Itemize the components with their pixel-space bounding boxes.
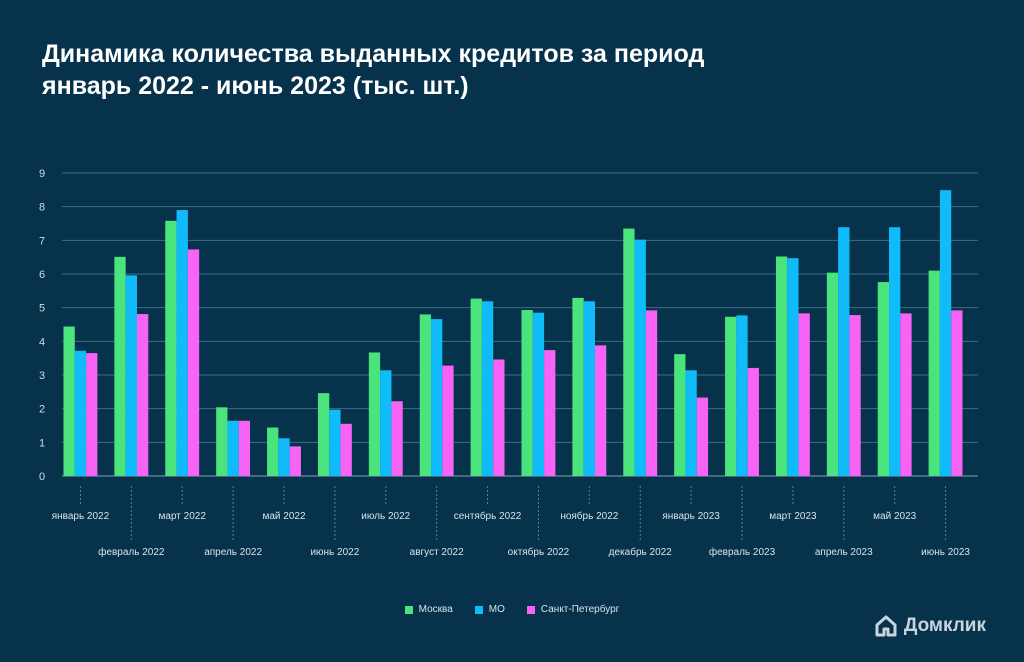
x-tick-label: август 2022 <box>410 547 464 558</box>
bar-moscow <box>775 256 788 476</box>
bar-moscow <box>928 270 940 476</box>
bar-mo <box>634 239 646 476</box>
bar-moscow <box>877 282 890 476</box>
y-tick-label: 1 <box>39 437 45 449</box>
bar-moscow <box>216 407 228 476</box>
bar-mo <box>889 227 901 476</box>
bar-moscow <box>419 314 432 476</box>
legend-label: Москва <box>418 604 453 615</box>
x-tick-label: январь 2022 <box>52 511 110 522</box>
bar-moscow <box>521 310 533 476</box>
x-tick-label: июль 2022 <box>361 511 410 522</box>
legend: Москва МО Санкт-Петербург <box>0 604 1024 615</box>
bar-mo <box>176 210 188 477</box>
bar-mo <box>278 438 290 476</box>
x-tick-label: сентябрь 2022 <box>454 510 522 522</box>
x-tick-label: февраль 2023 <box>709 546 776 558</box>
bar-mo <box>329 409 341 476</box>
y-tick-label: 4 <box>39 336 45 348</box>
bar-spb <box>136 314 149 476</box>
legend-label: МО <box>488 604 505 615</box>
bar-moscow <box>63 326 75 476</box>
bar-mo <box>787 258 799 476</box>
bar-moscow <box>674 354 686 476</box>
bar-spb <box>442 365 454 476</box>
legend-swatch <box>404 605 413 614</box>
x-tick-label: июнь 2022 <box>310 547 359 558</box>
legend-swatch <box>474 605 483 614</box>
legend-swatch <box>526 605 535 614</box>
bar-spb <box>187 249 200 476</box>
bar-spb <box>849 315 861 476</box>
y-tick-label: 9 <box>39 168 45 180</box>
bar-spb <box>951 310 963 476</box>
bar-moscow <box>114 256 126 476</box>
y-tick-label: 2 <box>39 404 45 416</box>
bar-moscow <box>317 393 330 476</box>
bar-spb <box>696 397 709 476</box>
bar-moscow <box>368 352 381 476</box>
bar-spb <box>391 401 403 476</box>
chart-title: Динамика количества выданных кредитов за… <box>42 38 704 102</box>
bar-mo <box>736 315 748 476</box>
y-tick-label: 5 <box>39 303 45 315</box>
domclick-logo: Домклик <box>874 614 986 638</box>
bar-spb <box>900 313 912 476</box>
y-tick-label: 3 <box>39 370 45 382</box>
x-tick-label: апрель 2022 <box>204 547 262 558</box>
title-line-2: январь 2022 - июнь 2023 (тыс. шт.) <box>42 72 469 100</box>
bar-spb <box>544 350 556 476</box>
y-tick-label: 6 <box>39 269 45 281</box>
bar-mo <box>481 301 494 476</box>
legend-item-spb: Санкт-Петербург <box>526 604 620 615</box>
bar-mo <box>685 370 697 476</box>
x-tick-label: ноябрь 2022 <box>560 510 618 522</box>
bar-spb <box>289 446 301 476</box>
x-tick-label: март 2022 <box>159 511 207 522</box>
bar-spb <box>238 420 251 476</box>
x-tick-label: февраль 2022 <box>98 546 165 558</box>
x-tick-label: октябрь 2022 <box>508 546 570 558</box>
x-tick-label: март 2023 <box>769 511 817 522</box>
bar-chart: 0 1 2 3 4 5 6 7 8 9 январь 2022 февраль 2022 март 20… <box>39 168 978 558</box>
house-icon <box>875 615 897 637</box>
y-tick-label: 8 <box>39 202 45 214</box>
x-tick-label: июнь 2023 <box>921 547 970 558</box>
bar-mo <box>939 190 952 477</box>
bar-mo <box>227 420 239 476</box>
legend-label: Санкт-Петербург <box>540 604 620 615</box>
bar-mo <box>532 312 545 476</box>
logo-text: Домклик <box>903 615 986 636</box>
bar-mo <box>380 370 392 476</box>
bar-moscow <box>165 220 177 476</box>
bar-mo <box>583 301 595 476</box>
x-tick-label: апрель 2023 <box>815 547 873 558</box>
title-line-1: Динамика количества выданных кредитов за… <box>42 40 705 68</box>
bar-spb <box>594 345 607 476</box>
bar-spb <box>747 367 759 476</box>
bar-mo <box>125 275 137 476</box>
y-tick-label: 7 <box>39 235 45 247</box>
bar-mo <box>431 319 443 476</box>
legend-item-mo: МО <box>474 604 505 615</box>
y-tick-label: 0 <box>39 471 45 483</box>
bar-spb <box>86 353 98 476</box>
bar-spb <box>798 313 810 476</box>
x-tick-label: май 2022 <box>262 511 305 522</box>
bar-moscow <box>623 228 635 476</box>
bar-spb <box>493 359 505 476</box>
bar-spb <box>645 310 658 476</box>
legend-item-moscow: Москва <box>404 604 453 615</box>
x-tick-label: декабрь 2022 <box>609 546 673 558</box>
x-tick-label: май 2023 <box>873 511 916 522</box>
bar-mo <box>838 227 850 476</box>
x-tick-label: январь 2023 <box>662 511 720 522</box>
bar-moscow <box>572 297 584 476</box>
bar-moscow <box>725 316 737 476</box>
bar-moscow <box>826 272 839 476</box>
bar-moscow <box>470 298 482 476</box>
bar-moscow <box>267 427 279 476</box>
bar-mo <box>74 350 87 476</box>
bar-spb <box>340 423 352 476</box>
